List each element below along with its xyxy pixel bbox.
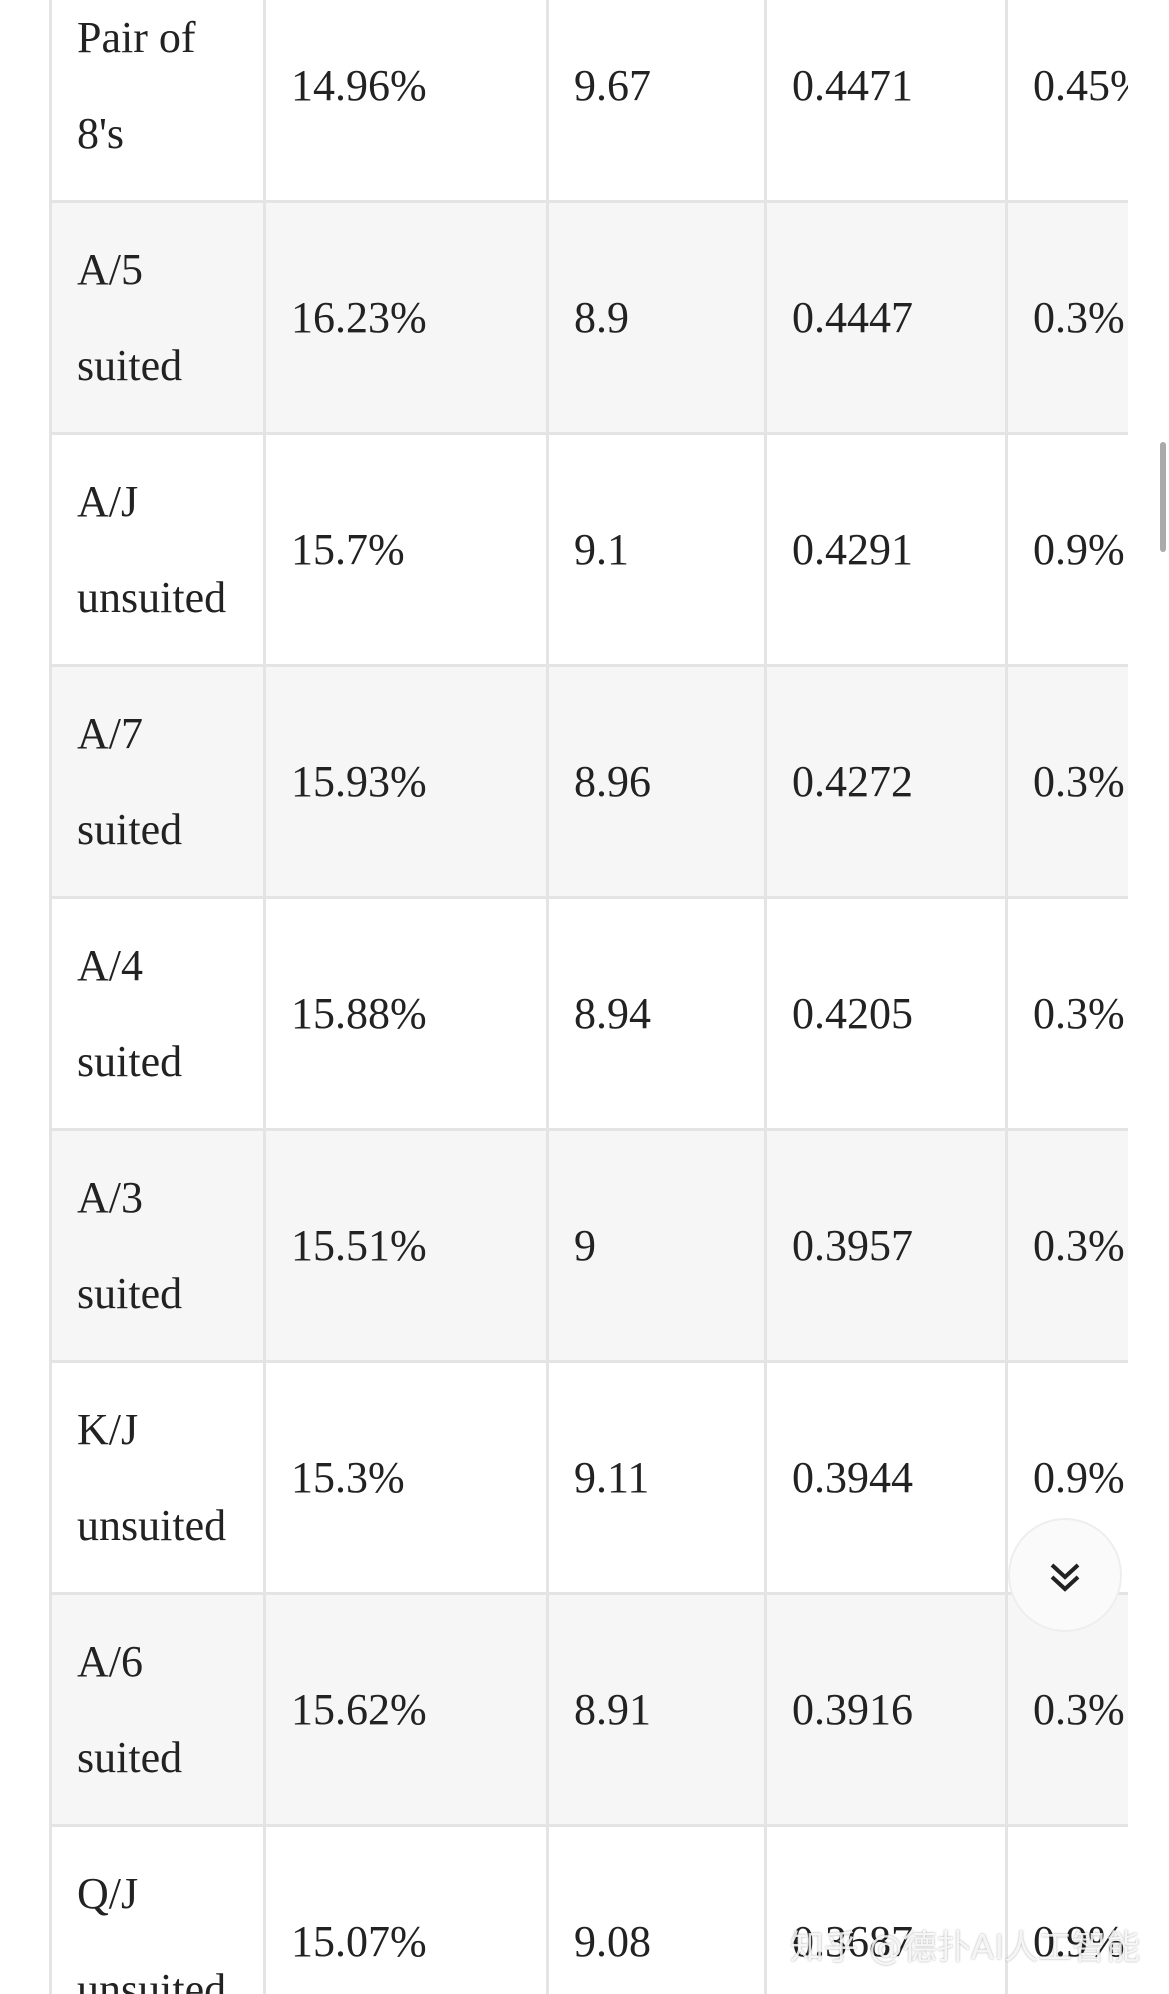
cell-text: 0.4291	[792, 525, 913, 574]
table-cell: 0.3687	[764, 1827, 1005, 1994]
table-cell: 9	[546, 1131, 764, 1363]
table-cell: 0.3%	[1005, 1595, 1128, 1827]
table-cell: 0.3916	[764, 1595, 1005, 1827]
cell-text: 8.9	[574, 293, 629, 342]
cell-text: 9.1	[574, 525, 629, 574]
cell-text: 9.11	[574, 1453, 650, 1502]
cell-text: 0.3%	[1033, 293, 1125, 342]
cell-text: 0.3%	[1033, 757, 1125, 806]
table-cell: 0.9%	[1005, 435, 1128, 667]
table-cell: 0.3%	[1005, 1131, 1128, 1363]
table-cell: A/5 suited	[49, 203, 263, 435]
table-cell: 9.11	[546, 1363, 764, 1595]
table-cell: 0.3944	[764, 1363, 1005, 1595]
cell-text: 9.08	[574, 1917, 651, 1966]
table-cell: 0.45%	[1005, 0, 1128, 203]
cell-text: 15.07%	[291, 1917, 427, 1966]
table-cell: 16.23%	[263, 203, 546, 435]
cell-text: A/6 suited	[77, 1636, 183, 1782]
cell-text: 0.3957	[792, 1221, 913, 1270]
cell-text: 0.3%	[1033, 1221, 1125, 1270]
table-cell: 15.7%	[263, 435, 546, 667]
cell-text: 9.67	[574, 61, 651, 110]
table-cell: 0.4471	[764, 0, 1005, 203]
cell-text: 0.9%	[1033, 1453, 1125, 1502]
cell-text: 9	[574, 1221, 596, 1270]
cell-text: Pair of 8's	[77, 12, 196, 158]
table-cell: 0.9%	[1005, 1827, 1128, 1994]
cell-text: 0.45%	[1033, 61, 1128, 110]
cell-text: 0.4205	[792, 989, 913, 1038]
cell-text: 0.9%	[1033, 525, 1125, 574]
table-cell: 8.91	[546, 1595, 764, 1827]
cell-text: 8.94	[574, 989, 651, 1038]
table-cell: K/J unsuited	[49, 1363, 263, 1595]
cell-text: 0.4272	[792, 757, 913, 806]
table-cell: A/3 suited	[49, 1131, 263, 1363]
table-cell: A/J unsuited	[49, 435, 263, 667]
cell-text: A/J unsuited	[77, 476, 227, 622]
table-cell: 15.3%	[263, 1363, 546, 1595]
table-cell: 0.3957	[764, 1131, 1005, 1363]
table-cell: 15.88%	[263, 899, 546, 1131]
table-cell: Pair of 8's	[49, 0, 263, 203]
table-cell: Q/J unsuited	[49, 1827, 263, 1994]
table-cell: 8.9	[546, 203, 764, 435]
table-cell: A/7 suited	[49, 667, 263, 899]
table-cell: 15.93%	[263, 667, 546, 899]
cell-text: 0.3%	[1033, 989, 1125, 1038]
table-cell: 0.3%	[1005, 899, 1128, 1131]
cell-text: 14.96%	[291, 61, 427, 110]
cell-text: 15.88%	[291, 989, 427, 1038]
cell-text: 0.3916	[792, 1685, 913, 1734]
scroll-down-button[interactable]	[1005, 1515, 1125, 1635]
table-cell: 0.4447	[764, 203, 1005, 435]
scrollbar[interactable]	[1160, 442, 1166, 552]
table-cell: 8.96	[546, 667, 764, 899]
table-cell: 0.4205	[764, 899, 1005, 1131]
cell-text: 0.4447	[792, 293, 913, 342]
cell-text: 0.9%	[1033, 1917, 1125, 1966]
cell-text: Q/J unsuited	[77, 1868, 227, 1994]
cell-text: 0.3944	[792, 1453, 913, 1502]
cell-text: 15.62%	[291, 1685, 427, 1734]
table-cell: 0.4272	[764, 667, 1005, 899]
table-cell: 0.3%	[1005, 203, 1128, 435]
table-cell: 9.1	[546, 435, 764, 667]
watermark: 知乎 @德扑AI人工智能	[790, 1928, 1141, 1968]
cell-text: A/5 suited	[77, 244, 183, 390]
table-cell: 8.94	[546, 899, 764, 1131]
table-cell: 9.08	[546, 1827, 764, 1994]
table-cell: 0.4291	[764, 435, 1005, 667]
table-cell: 14.96%	[263, 0, 546, 203]
cell-text: 8.96	[574, 757, 651, 806]
cell-text: 0.3687	[792, 1917, 913, 1966]
table: Pair of 8's 14.96% 9.67 0.4471 0.45% A/5 suit…	[49, 0, 1128, 1994]
cell-text: 15.3%	[291, 1453, 405, 1502]
cell-text: A/7 suited	[77, 708, 183, 854]
cell-text: 15.7%	[291, 525, 405, 574]
cell-text: A/3 suited	[77, 1172, 183, 1318]
cell-text: 0.4471	[792, 61, 913, 110]
cell-text: A/4 suited	[77, 940, 183, 1086]
table-cell: A/4 suited	[49, 899, 263, 1131]
cell-text: K/J unsuited	[77, 1404, 227, 1550]
table-cell: 15.07%	[263, 1827, 546, 1994]
table-cell: 9.67	[546, 0, 764, 203]
cell-text: 16.23%	[291, 293, 427, 342]
cell-text: 8.91	[574, 1685, 651, 1734]
cell-text: 15.93%	[291, 757, 427, 806]
cell-text: 0.3%	[1033, 1685, 1125, 1734]
table-cell: 15.62%	[263, 1595, 546, 1827]
table-cell: 0.3%	[1005, 667, 1128, 899]
table-cell: 15.51%	[263, 1131, 546, 1363]
table-cell: A/6 suited	[49, 1595, 263, 1827]
cell-text: 15.51%	[291, 1221, 427, 1270]
